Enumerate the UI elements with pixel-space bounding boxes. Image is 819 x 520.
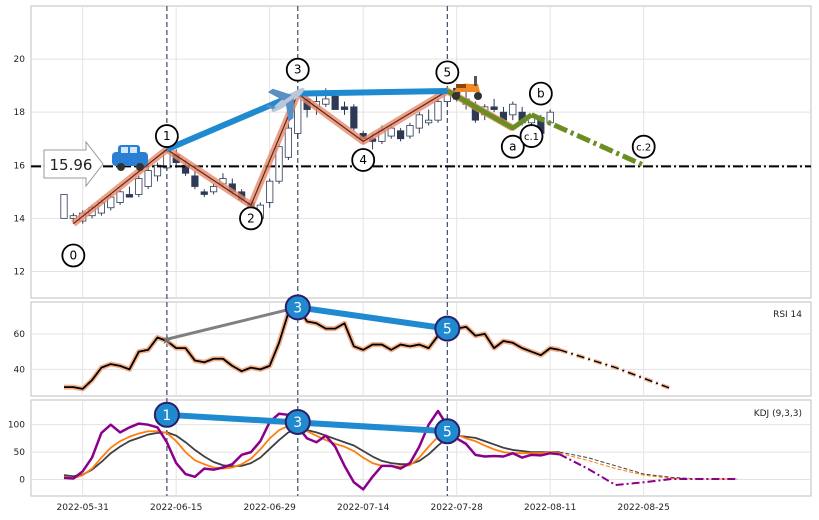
kdj-k-forecast: [559, 452, 738, 480]
rsi-forecast-line: [559, 349, 672, 390]
x-tick-label: 2022-06-15: [150, 503, 202, 513]
candle-body: [425, 119, 433, 124]
wave-label-circle: [631, 134, 656, 159]
kdj-panel-label: KDJ (9,3,3): [754, 409, 802, 419]
rsi-divergence-label: 5: [443, 322, 452, 338]
candle-body: [490, 106, 498, 110]
reference-value-label: 15.96: [50, 156, 93, 174]
rsi-divergence-marker: [284, 294, 311, 321]
kdj-divergence-marker: [153, 401, 180, 428]
candle-body: [340, 106, 349, 110]
kdj-divergence-marker: [434, 418, 461, 445]
candle-body: [266, 180, 274, 203]
kdj-divergence-marker: [284, 408, 311, 435]
x-tick-label: 2022-08-25: [618, 503, 670, 513]
wave-label-text: 0: [70, 249, 78, 263]
kdj-d-line: [63, 428, 560, 478]
candle-body: [125, 194, 134, 198]
candle-body: [191, 175, 199, 187]
airplane-icon: [265, 88, 305, 122]
candle-body: [144, 170, 152, 187]
rsi-panel-label: RSI 14: [773, 310, 802, 320]
kdj-d-forecast: [559, 451, 738, 480]
y-tick-label: 18: [14, 108, 26, 118]
rsi-gray-line: [166, 305, 299, 341]
y-tick-label: 40: [14, 365, 26, 375]
y-tick-label: 100: [8, 421, 25, 431]
candle-body: [116, 191, 124, 203]
correction-forecast-path: [530, 112, 645, 168]
x-tick-label: 2022-06-29: [244, 503, 297, 513]
candle-body: [322, 98, 330, 105]
rsi-panel-frame: [30, 301, 812, 397]
y-tick-labels: 12 14 16 18 20 40 60 0 50 100: [8, 55, 25, 485]
wave-label-text: a: [509, 140, 516, 154]
rsi-star-icon: ★: [161, 332, 174, 348]
candle-body: [396, 130, 405, 140]
candle-body: [200, 191, 208, 195]
wave-label-circle: [351, 148, 376, 172]
wave-label-circle: [285, 57, 310, 82]
rsi-divergence-marker: [434, 315, 461, 342]
scooter-icon: [452, 76, 482, 100]
candle-body: [60, 194, 68, 219]
kdj-divergence-label: 1: [162, 408, 171, 424]
wave-label-text: 1: [163, 129, 171, 143]
reference-value-tag: 15.96: [43, 140, 104, 188]
wave-label-text: 3: [294, 63, 302, 77]
y-tick-label: 50: [14, 448, 26, 458]
y-tick-label: 12: [14, 267, 25, 277]
y-tick-label: 60: [14, 330, 26, 340]
wave-label-text: b: [537, 87, 545, 101]
x-tick-label: 2022-08-11: [524, 503, 576, 513]
candle-body: [509, 103, 517, 116]
kdj-panel-frame: [30, 399, 812, 497]
wave-label-circle: [154, 124, 179, 148]
kdj-divergence-label: 5: [443, 424, 452, 440]
wave-label-text: c.2: [636, 143, 651, 154]
price-panel-frame: [30, 5, 812, 299]
candle-body: [331, 95, 339, 110]
x-tick-label: 2022-05-31: [57, 503, 109, 513]
wave-label-circle: [239, 206, 263, 231]
y-tick-label: 0: [19, 476, 25, 486]
candle-body: [135, 178, 143, 195]
candle-body: [153, 164, 162, 177]
kdj-series: 1 3 5: [63, 401, 738, 491]
kdj-divergence-label: 3: [293, 415, 302, 431]
x-tick-labels: 2022-05-31 2022-06-15 2022-06-29 2022-07-14…: [57, 503, 670, 513]
y-tick-label: 20: [14, 55, 26, 65]
y-tick-label: 16: [14, 161, 26, 171]
correction-path: [446, 88, 533, 131]
annotation-labels: 0 1 2 3 4 5 a c.1 b c.2: [61, 57, 656, 268]
candle-body: [209, 186, 218, 193]
x-tick-label: 2022-07-28: [431, 503, 484, 513]
wave-label-circle: [528, 81, 553, 106]
wave-label-text: 4: [359, 153, 367, 167]
y-tick-label: 14: [14, 214, 26, 224]
candle-body: [284, 127, 293, 158]
rsi-series: ★ 3 5: [64, 294, 673, 392]
x-tick-label: 2022-07-14: [337, 503, 390, 513]
wave-label-text: 2: [247, 211, 255, 225]
wave-label-text: 5: [444, 65, 452, 79]
kdj-k-line: [63, 424, 560, 480]
wave-label-text: c.1: [524, 132, 539, 143]
wave-label-circle: [61, 243, 86, 268]
wave-label-circle: [500, 134, 525, 159]
candle-body: [406, 125, 414, 137]
kdj-j-forecast: [559, 453, 738, 487]
wave-label-circle: [435, 60, 460, 85]
candle-body: [434, 101, 442, 121]
kdj-j-line: [63, 409, 560, 491]
rsi-divergence-label: 3: [293, 300, 302, 316]
candle-body: [350, 106, 358, 129]
candle-body: [415, 114, 423, 129]
wave-label-circle: [519, 124, 544, 148]
car-icon: [112, 145, 148, 171]
rsi-line: [64, 306, 560, 390]
rsi-divergence-line: [297, 304, 448, 332]
